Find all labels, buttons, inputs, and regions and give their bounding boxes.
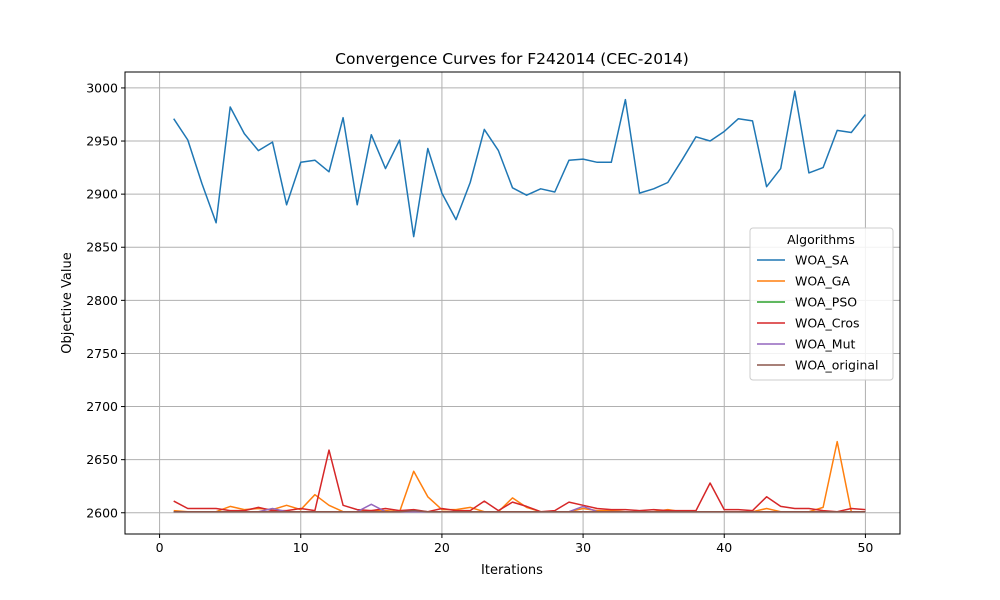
x-tick-label: 0 [156,540,164,555]
x-tick-label: 40 [716,540,732,555]
legend-label-woa-ga: WOA_GA [795,274,850,289]
legend: Algorithms WOA_SAWOA_GAWOA_PSOWOA_CrosWO… [749,227,894,381]
y-tick-label: 2750 [86,346,118,361]
y-tick-label: 3000 [86,80,118,95]
x-tick-label: 30 [575,540,591,555]
x-tick-label: 10 [293,540,309,555]
legend-label-woa-cros: WOA_Cros [795,316,860,331]
x-tick-label: 20 [434,540,450,555]
y-tick-label: 2650 [86,452,118,467]
legend-items: WOA_SA WOA_GA WOA_PSO WOA_Cros WOA_Mut WOA_or… [757,253,879,373]
x-tick-label: 50 [857,540,873,555]
series-line-woa-cros [173,449,866,513]
legend-box [749,227,894,381]
legend-label-woa-mut: WOA_Mut [795,337,855,352]
y-axis-ticks: 2600 2650 2700 2750 2800 2850 2900 2950 3000 [86,80,125,520]
legend-label-woa-sa: WOA_SA [795,253,849,268]
x-axis-ticks: 0 10 20 30 40 50 [156,534,873,555]
series-line-woa-sa [173,90,866,238]
legend-label-woa-original: WOA_original [795,358,879,373]
legend-title: Algorithms [787,232,855,247]
chart-title: Convergence Curves for F242014 (CEC-2014… [335,50,689,68]
y-tick-label: 2900 [86,187,118,202]
y-tick-label: 2950 [86,134,118,149]
x-axis-label: Iterations [481,563,543,578]
series-line-woa-original [173,509,866,513]
y-tick-label: 2800 [86,293,118,308]
y-tick-label: 2850 [86,240,118,255]
plot-frame [124,71,901,535]
legend-label-woa-pso: WOA_PSO [795,295,857,310]
y-axis-label: Objective Value [60,252,75,353]
series-lines [173,90,866,513]
y-tick-label: 2600 [86,505,118,520]
y-tick-label: 2700 [86,399,118,414]
